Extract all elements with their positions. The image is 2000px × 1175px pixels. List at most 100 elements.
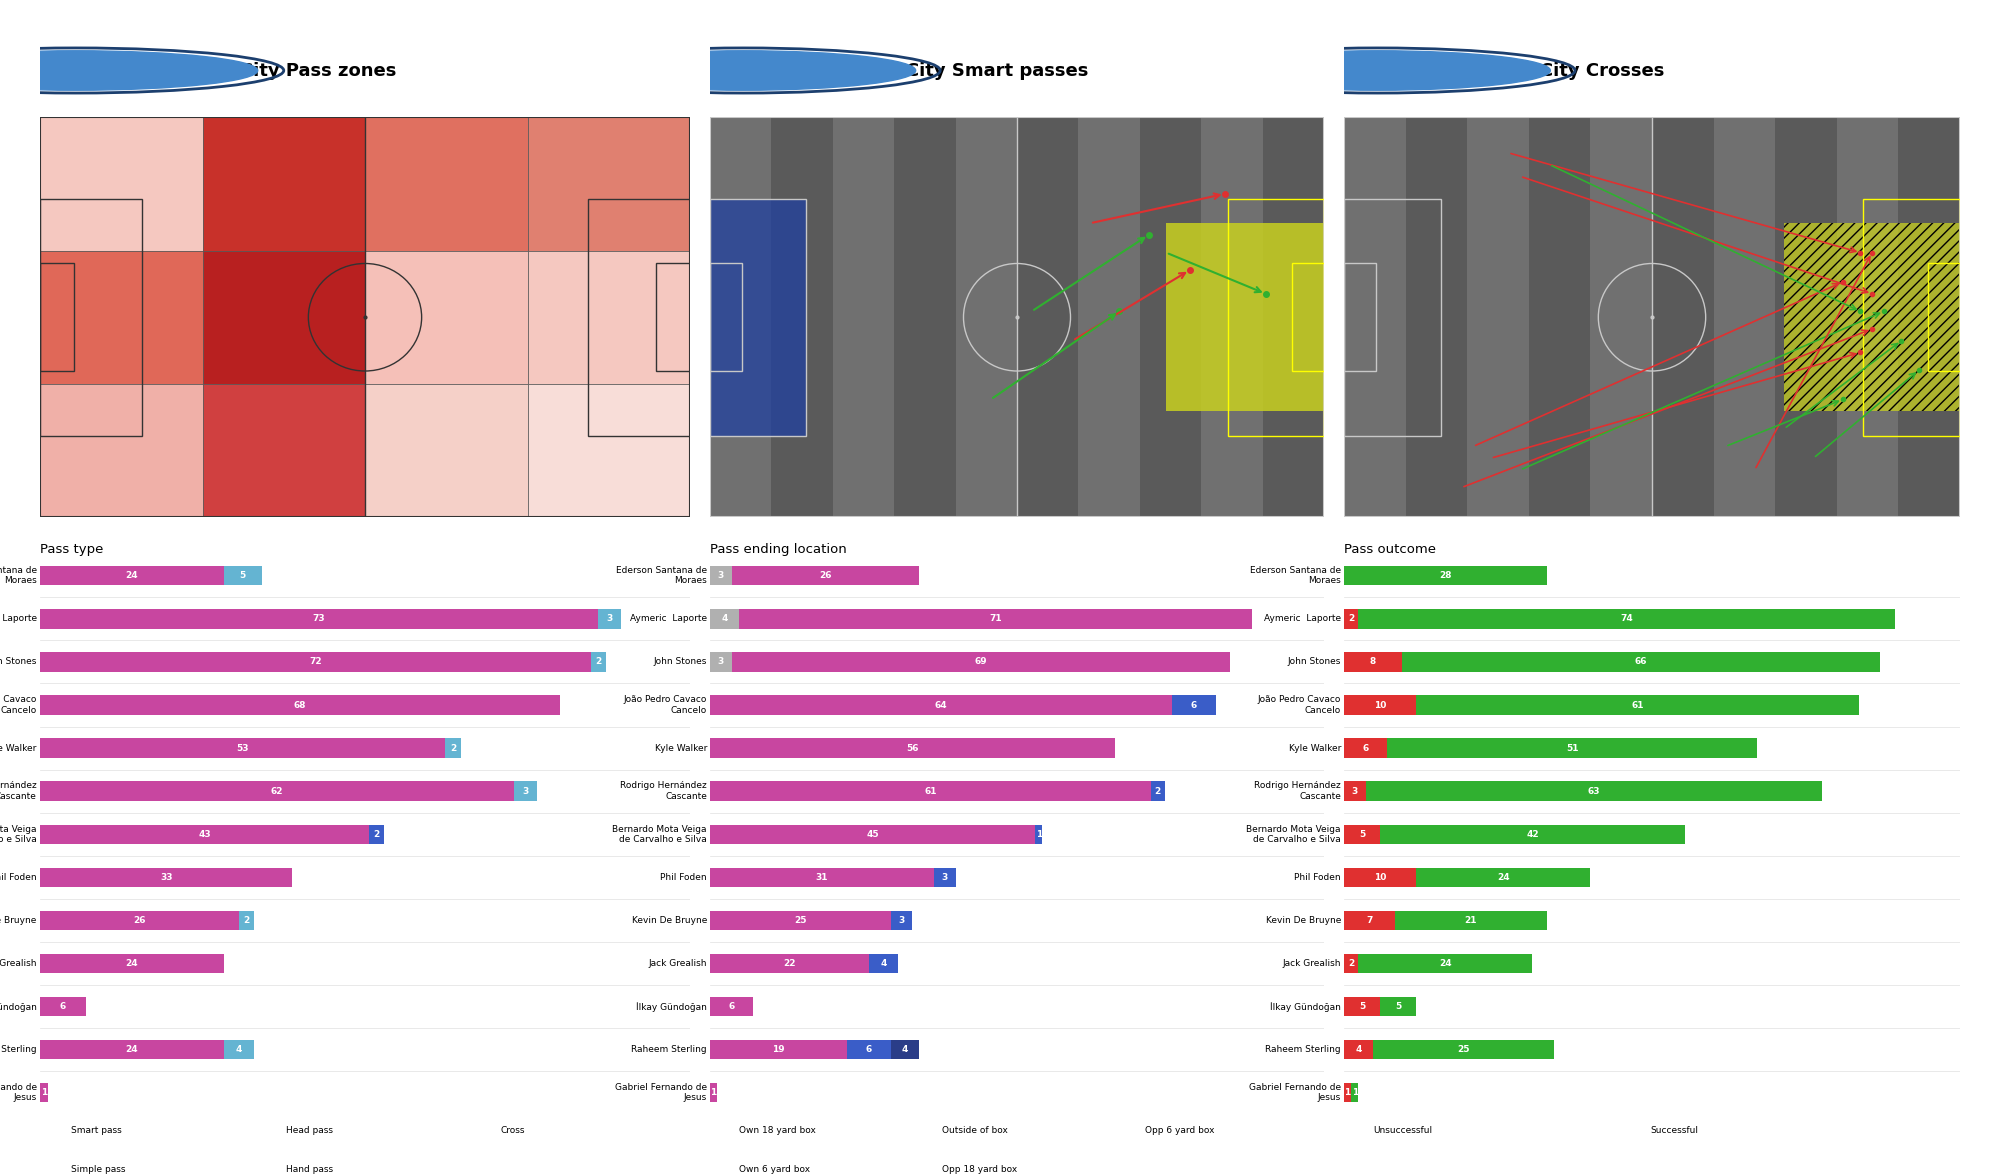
Bar [1928, 263, 1960, 371]
Circle shape [1206, 51, 1550, 90]
Bar [710, 263, 742, 371]
Text: 24: 24 [126, 571, 138, 580]
Text: 4: 4 [902, 1046, 908, 1054]
Text: 19: 19 [772, 1046, 784, 1054]
Bar [1344, 118, 1406, 517]
Bar [710, 566, 732, 585]
Text: 51: 51 [1566, 744, 1578, 752]
Text: Head pass: Head pass [286, 1127, 332, 1135]
Bar [912, 1161, 936, 1175]
Text: 26: 26 [134, 916, 146, 925]
Text: Ederson Santana de
Moraes: Ederson Santana de Moraes [616, 566, 706, 585]
Bar [364, 384, 528, 517]
Bar [1116, 1122, 1138, 1140]
Bar [40, 652, 590, 672]
Text: 24: 24 [126, 959, 138, 968]
Text: Ederson Santana de
Moraes: Ederson Santana de Moraes [1250, 566, 1340, 585]
Bar [1416, 696, 1858, 714]
Bar [590, 652, 606, 672]
Bar [1344, 696, 1416, 714]
Text: 53: 53 [236, 744, 248, 752]
Bar [40, 566, 224, 585]
Text: 74: 74 [1620, 615, 1634, 623]
Text: Rodrigo Hernández
Cascante: Rodrigo Hernández Cascante [1254, 781, 1340, 801]
Bar [1388, 738, 1758, 758]
Bar [868, 954, 898, 973]
Text: 2: 2 [1154, 787, 1160, 795]
Bar [1228, 199, 1324, 436]
Bar [364, 118, 528, 250]
Bar [1140, 118, 1202, 517]
Circle shape [0, 51, 258, 90]
Text: Hand pass: Hand pass [286, 1164, 332, 1174]
Text: 3: 3 [606, 615, 612, 623]
Bar [1344, 954, 1358, 973]
Text: Aymeric  Laporte: Aymeric Laporte [0, 615, 36, 623]
Bar [1652, 118, 1714, 517]
Text: 6: 6 [728, 1002, 734, 1010]
Bar [1344, 911, 1394, 931]
Text: 68: 68 [294, 700, 306, 710]
Bar [528, 250, 690, 384]
Bar [40, 781, 514, 801]
Text: 2: 2 [374, 830, 380, 839]
Text: 73: 73 [312, 615, 326, 623]
Bar [1776, 118, 1836, 517]
Bar [40, 738, 446, 758]
Text: Phil Foden: Phil Foden [0, 873, 36, 881]
Bar [1344, 652, 1402, 672]
Text: Bernardo Mota Veiga
de Carvalho e Silva: Bernardo Mota Veiga de Carvalho e Silva [0, 825, 36, 844]
Bar [40, 1161, 64, 1175]
Bar [514, 781, 538, 801]
Bar [202, 384, 364, 517]
Bar [890, 911, 912, 931]
Bar [40, 118, 202, 250]
Text: 26: 26 [820, 571, 832, 580]
Text: Gabriel Fernando de
Jesus: Gabriel Fernando de Jesus [0, 1083, 36, 1102]
Text: 3: 3 [942, 873, 948, 881]
Bar [1622, 1122, 1644, 1140]
Text: Jack Grealish: Jack Grealish [648, 959, 706, 968]
Bar [710, 199, 806, 436]
Text: Kyle Walker: Kyle Walker [1288, 744, 1340, 752]
Text: Jack Grealish: Jack Grealish [1282, 959, 1340, 968]
Bar [1262, 118, 1324, 517]
Text: 21: 21 [1464, 916, 1478, 925]
Bar [832, 118, 894, 517]
Bar [1344, 825, 1380, 844]
Text: Rodrigo Hernández
Cascante: Rodrigo Hernández Cascante [620, 781, 706, 801]
Bar [1344, 738, 1388, 758]
Bar [40, 954, 224, 973]
Text: 6: 6 [866, 1046, 872, 1054]
Bar [1344, 867, 1416, 887]
Bar [894, 118, 956, 517]
Text: Manchester City Pass zones: Manchester City Pass zones [114, 61, 396, 80]
Bar [40, 250, 202, 384]
Text: 6: 6 [1362, 744, 1368, 752]
Bar [528, 118, 690, 250]
Bar [1036, 825, 1042, 844]
Text: Own 18 yard box: Own 18 yard box [740, 1127, 816, 1135]
Text: 6: 6 [1190, 700, 1198, 710]
Text: 31: 31 [816, 873, 828, 881]
Bar [40, 1040, 224, 1060]
Bar [1468, 118, 1528, 517]
Bar [710, 199, 806, 436]
Text: Raheem Sterling: Raheem Sterling [0, 1046, 36, 1054]
Text: João Pedro Cavaco
Cancelo: João Pedro Cavaco Cancelo [0, 696, 36, 714]
Bar [1352, 1083, 1358, 1102]
Text: 25: 25 [1458, 1046, 1470, 1054]
Text: 3: 3 [1352, 787, 1358, 795]
Text: Simple pass: Simple pass [72, 1164, 126, 1174]
Bar [710, 781, 1150, 801]
Text: 24: 24 [1498, 873, 1510, 881]
Text: 5: 5 [240, 571, 246, 580]
Text: Successful: Successful [1650, 1127, 1698, 1135]
Bar [710, 1122, 734, 1140]
Text: 61: 61 [924, 787, 936, 795]
Bar [1344, 781, 1366, 801]
Text: Pass outcome: Pass outcome [1344, 543, 1436, 557]
Bar [364, 250, 528, 384]
Text: 7: 7 [1366, 916, 1372, 925]
Bar [202, 250, 364, 384]
